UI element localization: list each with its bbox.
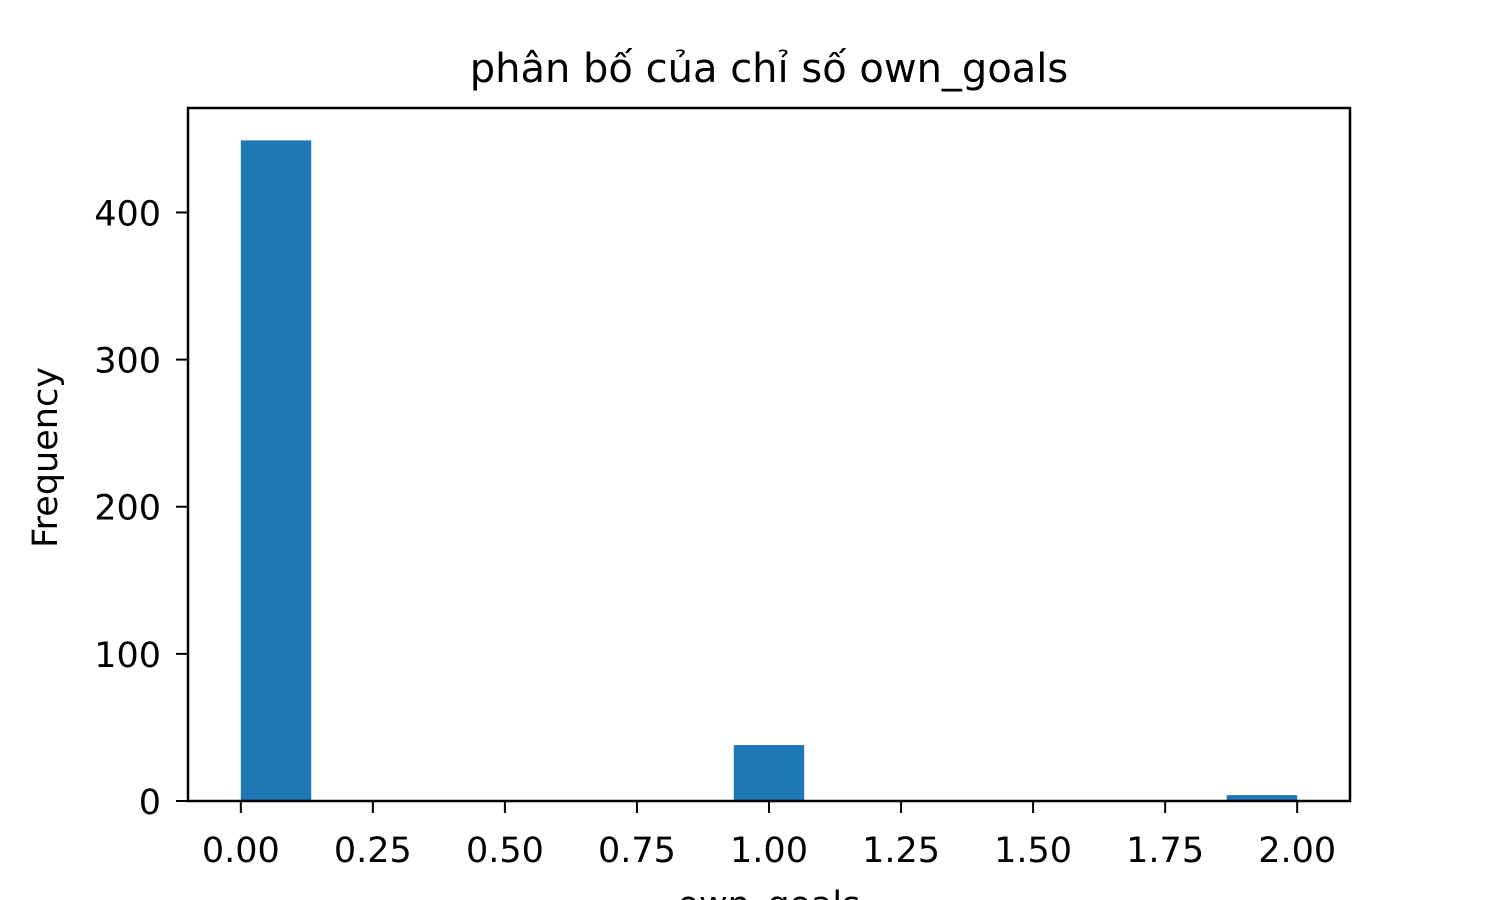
y-tick-label: 400	[94, 194, 161, 234]
chart-title: phân bố của chỉ số own_goals	[470, 46, 1069, 92]
y-axis-ticks: 0 100 200 300 400	[94, 194, 188, 823]
x-tick-label: 1.50	[994, 831, 1072, 871]
histogram-bar	[1226, 795, 1298, 801]
x-axis-ticks: 0.00 0.25 0.50 0.75 1.00 1.25 1.50 1.75 2.00	[202, 801, 1336, 871]
x-tick-label: 2.00	[1258, 831, 1336, 871]
x-axis-label: own_goals	[678, 885, 861, 900]
x-tick-label: 1.75	[1126, 831, 1204, 871]
x-tick-label: 0.50	[466, 831, 544, 871]
x-tick-label: 0.75	[598, 831, 676, 871]
plot-frame	[186, 106, 1352, 803]
y-axis-label: Frequency	[26, 367, 66, 548]
bars-group	[240, 140, 1298, 801]
histogram-bar	[240, 140, 312, 801]
histogram-bar	[733, 745, 805, 801]
x-tick-label: 1.25	[862, 831, 940, 871]
y-tick-label: 100	[94, 636, 161, 676]
x-tick-label: 0.25	[334, 831, 412, 871]
x-tick-label: 1.00	[730, 831, 808, 871]
x-tick-label: 0.00	[202, 831, 280, 871]
y-tick-label: 200	[94, 489, 161, 529]
y-tick-label: 0	[139, 783, 161, 823]
y-tick-label: 300	[94, 342, 161, 382]
